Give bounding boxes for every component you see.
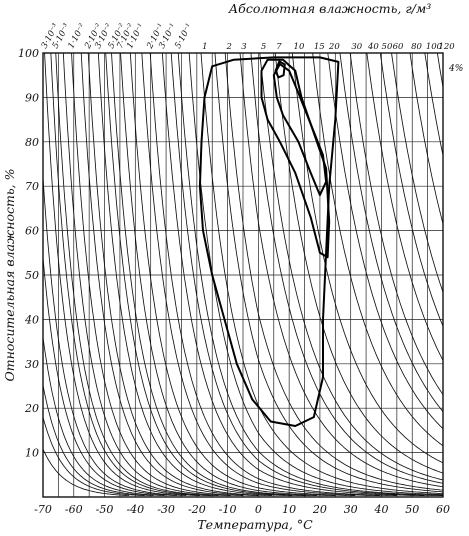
y-tick-label: 30 bbox=[25, 358, 39, 371]
x-tick-label: 60 bbox=[436, 503, 450, 516]
x-tick-label: -40 bbox=[126, 503, 144, 516]
plot-frame bbox=[42, 52, 444, 498]
isoline bbox=[291, 53, 443, 464]
isoline bbox=[239, 53, 443, 488]
isoline bbox=[129, 53, 356, 497]
isoline bbox=[259, 53, 443, 481]
isoline bbox=[111, 53, 317, 497]
isoline bbox=[97, 53, 293, 497]
isoline-label: 120 bbox=[438, 42, 455, 52]
isoline-label: 80 bbox=[411, 42, 422, 52]
isoline bbox=[424, 53, 443, 156]
isoline-labels: 3·10⁻³5·10⁻³1·10⁻²2·10⁻²3·10⁻²5·10⁻²7·10… bbox=[40, 22, 456, 52]
y-tick-label: 80 bbox=[25, 136, 39, 149]
isoline bbox=[224, 53, 443, 491]
isoline bbox=[43, 177, 187, 497]
isoline-label: 2 bbox=[225, 42, 231, 52]
y-tick-label: 60 bbox=[25, 225, 39, 238]
x-tick-label: -20 bbox=[188, 503, 206, 516]
isoline-label: 20 bbox=[328, 42, 340, 52]
isoline bbox=[366, 53, 443, 361]
isoline-label: 30 bbox=[351, 42, 362, 52]
isoline bbox=[43, 417, 145, 497]
isoline bbox=[149, 53, 397, 497]
isoline bbox=[391, 53, 443, 293]
isoline-label: 3 bbox=[241, 42, 246, 52]
x-axis-label: Температура, °C bbox=[197, 517, 313, 532]
x-tick-label: 0 bbox=[255, 503, 262, 516]
y-tick-label: 100 bbox=[18, 47, 39, 60]
isoline-label: 100 bbox=[426, 42, 443, 52]
x-tick-labels: -70 -60 -50 -40 -30 -20 -10 0 10 20 30 40 50 60 bbox=[34, 503, 450, 516]
y-tick-label: 70 bbox=[25, 180, 39, 193]
isoline bbox=[43, 337, 165, 497]
isoline bbox=[87, 53, 273, 497]
x-tick-label: 10 bbox=[282, 503, 296, 516]
x-tick-label: -70 bbox=[34, 503, 52, 516]
y-tick-label: 10 bbox=[25, 447, 39, 460]
contour-3 bbox=[272, 63, 328, 197]
y-tick-label: 90 bbox=[25, 91, 39, 104]
y-tick-label: 50 bbox=[25, 269, 39, 282]
isoline bbox=[274, 53, 443, 474]
isoline-label: 15 bbox=[314, 42, 325, 52]
y-tick-label: 40 bbox=[24, 313, 39, 326]
isoline bbox=[120, 53, 336, 497]
isoline bbox=[188, 53, 443, 496]
isoline bbox=[80, 53, 259, 497]
y-tick-label: 20 bbox=[24, 402, 39, 415]
isoline bbox=[105, 53, 307, 497]
isoline-label: 50 bbox=[382, 42, 393, 52]
x-tick-label: 20 bbox=[312, 503, 327, 516]
isoline bbox=[200, 53, 443, 495]
x-tick-label: -30 bbox=[157, 503, 175, 516]
isoline bbox=[43, 448, 130, 497]
grid bbox=[42, 52, 444, 498]
isoline bbox=[161, 53, 425, 497]
isoline bbox=[327, 53, 443, 430]
climate-contours bbox=[198, 56, 340, 427]
y-tick-labels: 10 20 30 40 50 60 70 80 90 100 bbox=[18, 47, 39, 460]
x-tick-label: -10 bbox=[219, 503, 237, 516]
isoline bbox=[379, 53, 443, 327]
isoline bbox=[177, 53, 443, 496]
isoline bbox=[62, 53, 231, 497]
isoline bbox=[55, 53, 219, 497]
isoline-label: 10 bbox=[294, 42, 305, 52]
isoline bbox=[44, 53, 200, 497]
isoline bbox=[141, 53, 380, 497]
isoline-label: 60 bbox=[393, 42, 404, 52]
isoline bbox=[71, 53, 243, 497]
isoline bbox=[349, 53, 443, 395]
isoline bbox=[409, 53, 443, 225]
contour-1 bbox=[198, 56, 340, 427]
x-tick-label: 30 bbox=[344, 503, 358, 516]
isoline bbox=[170, 53, 443, 497]
x-tick-label: 40 bbox=[373, 503, 388, 516]
isoline bbox=[214, 53, 443, 493]
x-tick-label: 50 bbox=[405, 503, 419, 516]
x-tick-label: -50 bbox=[96, 503, 114, 516]
isoline bbox=[436, 53, 443, 88]
isoline-label: 5 bbox=[261, 42, 266, 52]
contour-4 bbox=[274, 60, 286, 79]
isoline bbox=[339, 53, 443, 412]
isoline bbox=[50, 53, 211, 497]
isoline bbox=[43, 385, 154, 497]
chart-title: Абсолютная влажность, г/м³ bbox=[228, 1, 432, 16]
isoline-label: 1 bbox=[202, 42, 207, 52]
isoline bbox=[250, 53, 443, 484]
corner-label: 4% bbox=[448, 64, 463, 74]
x-tick-label: -60 bbox=[65, 503, 83, 516]
isoline-label: 7 bbox=[276, 42, 282, 52]
isoline-label: 40 bbox=[367, 42, 379, 52]
absolute-humidity-isolines bbox=[43, 53, 443, 497]
contour-2 bbox=[260, 58, 331, 259]
y-axis-label: Относительная влажность, % bbox=[2, 168, 17, 381]
isoline bbox=[312, 53, 443, 447]
isoline bbox=[43, 257, 177, 497]
